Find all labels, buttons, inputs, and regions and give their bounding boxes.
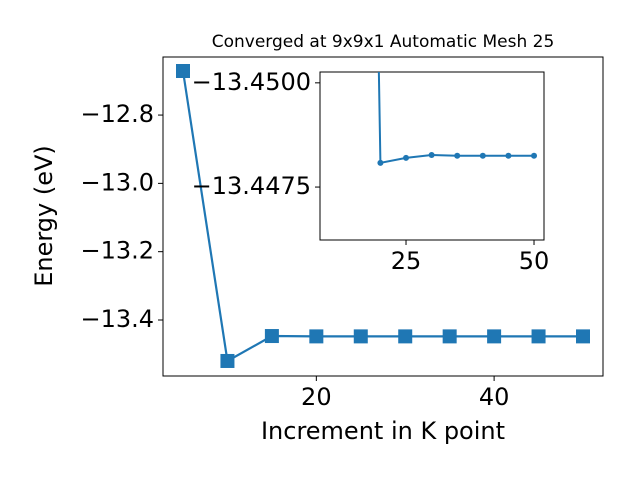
data-point — [531, 152, 538, 159]
data-point — [576, 329, 590, 344]
y-axis-label: Energy (eV) — [30, 145, 58, 287]
y-tick-label: −13.0 — [80, 168, 154, 196]
x-tick-label: 50 — [519, 247, 550, 275]
data-line — [181, 70, 583, 363]
data-point — [505, 152, 512, 159]
y-tick-label: −13.2 — [80, 237, 154, 265]
y-tick-label: −13.4475 — [192, 172, 311, 200]
data-point — [309, 329, 324, 344]
y-tick-label: −13.4 — [80, 305, 154, 333]
y-tick-label: −12.8 — [80, 100, 154, 128]
data-point — [353, 329, 368, 344]
y-tick-label: −13.4500 — [192, 68, 311, 96]
data-point — [454, 152, 461, 159]
series-group — [176, 64, 590, 368]
x-tick-label: 40 — [479, 383, 510, 411]
data-line — [377, 72, 535, 165]
data-point — [531, 329, 546, 344]
x-tick-label: 20 — [301, 383, 332, 411]
series-group — [377, 72, 538, 166]
x-tick-label: 25 — [391, 247, 422, 275]
data-point — [428, 151, 435, 158]
data-point — [398, 329, 413, 344]
data-point — [442, 329, 457, 344]
chart-title: Converged at 9x9x1 Automatic Mesh 25 — [212, 32, 555, 52]
data-point — [403, 154, 410, 161]
x-axis-label: Increment in K point — [261, 417, 505, 445]
data-point — [176, 64, 190, 79]
data-point — [487, 329, 502, 344]
data-point — [264, 329, 279, 344]
data-point — [377, 159, 384, 166]
data-point — [479, 152, 486, 159]
data-point — [220, 353, 235, 368]
